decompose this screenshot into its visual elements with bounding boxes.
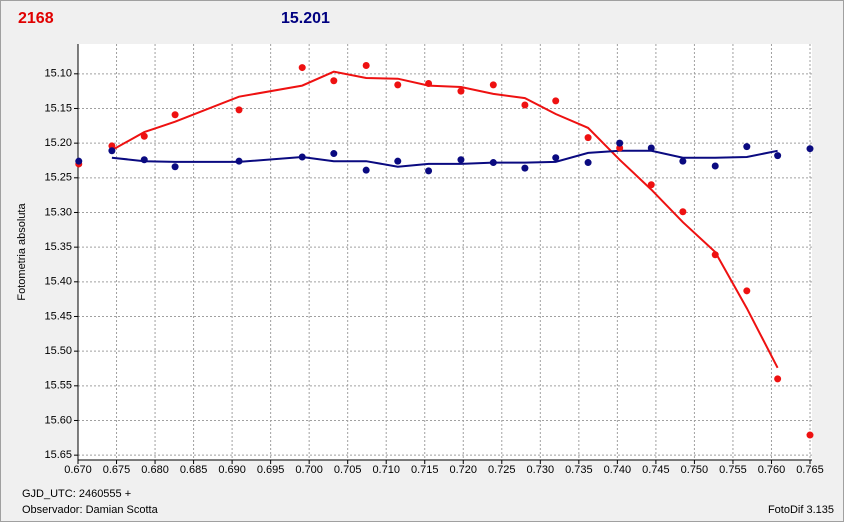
- data-point: [552, 154, 560, 162]
- footer-text: GJD_UTC: 2460555 +: [22, 488, 131, 500]
- series-line: [111, 149, 778, 168]
- data-point: [743, 143, 751, 151]
- x-tick-label: 0.740: [604, 464, 632, 476]
- data-point: [457, 156, 465, 164]
- data-point: [806, 431, 814, 439]
- x-tick-label: 0.695: [257, 464, 285, 476]
- x-tick-label: 0.755: [719, 464, 747, 476]
- y-tick-label: 15.30: [44, 206, 72, 218]
- data-point: [330, 150, 338, 158]
- x-tick-label: 0.725: [488, 464, 516, 476]
- x-tick-label: 0.675: [103, 464, 131, 476]
- data-point: [711, 251, 719, 259]
- x-tick-label: 0.715: [411, 464, 439, 476]
- data-point: [140, 156, 148, 164]
- data-point: [457, 87, 465, 95]
- data-point: [743, 287, 751, 295]
- data-point: [75, 157, 83, 165]
- chart-subtitle: 15.201: [281, 10, 330, 27]
- data-point: [552, 97, 560, 105]
- chart-title: 2168: [18, 10, 54, 27]
- x-tick-label: 0.705: [334, 464, 362, 476]
- footer-text: FotoDif 3.135: [768, 504, 834, 516]
- data-point: [394, 81, 402, 89]
- y-tick-label: 15.45: [44, 310, 72, 322]
- data-point: [330, 77, 338, 85]
- data-point: [362, 166, 370, 174]
- data-point: [425, 80, 433, 88]
- y-tick-label: 15.15: [44, 102, 72, 114]
- data-point: [711, 162, 719, 170]
- data-point: [521, 164, 529, 172]
- y-tick-label: 15.25: [44, 172, 72, 184]
- x-tick-label: 0.760: [758, 464, 786, 476]
- data-point: [235, 157, 243, 165]
- y-tick-label: 15.35: [44, 241, 72, 253]
- data-point: [489, 81, 497, 89]
- data-point: [774, 375, 782, 383]
- data-point: [806, 145, 814, 153]
- y-tick-label: 15.20: [44, 137, 72, 149]
- data-point: [362, 61, 370, 69]
- x-tick-label: 0.690: [218, 464, 246, 476]
- x-tick-label: 0.750: [681, 464, 709, 476]
- y-tick-label: 15.55: [44, 380, 72, 392]
- x-tick-label: 0.745: [642, 464, 670, 476]
- x-tick-label: 0.685: [180, 464, 208, 476]
- data-point: [108, 147, 116, 155]
- data-point: [521, 101, 529, 109]
- x-tick-label: 0.700: [295, 464, 323, 476]
- footer-text: Observador: Damian Scotta: [22, 504, 159, 516]
- y-axis-label: Fotometria absoluta: [16, 203, 28, 301]
- x-tick-label: 0.710: [372, 464, 400, 476]
- data-point: [679, 157, 687, 165]
- data-point: [108, 142, 116, 150]
- y-tick-label: 15.60: [44, 414, 72, 426]
- series-line: [111, 70, 779, 369]
- data-point: [394, 157, 402, 165]
- y-tick-label: 15.50: [44, 345, 72, 357]
- data-point: [298, 64, 306, 72]
- data-point: [425, 167, 433, 175]
- x-tick-label: 0.765: [796, 464, 824, 476]
- data-point: [647, 181, 655, 189]
- y-tick-label: 15.65: [44, 449, 72, 461]
- x-tick-label: 0.730: [527, 464, 555, 476]
- data-point: [647, 144, 655, 152]
- y-tick-label: 15.10: [44, 68, 72, 80]
- data-point: [235, 106, 243, 114]
- data-point: [616, 144, 624, 152]
- x-tick-label: 0.735: [565, 464, 593, 476]
- data-point: [171, 163, 179, 171]
- data-point: [171, 111, 179, 119]
- x-tick-label: 0.720: [449, 464, 477, 476]
- data-point: [679, 208, 687, 216]
- y-tick-label: 15.40: [44, 276, 72, 288]
- x-tick-label: 0.680: [141, 464, 169, 476]
- plot-area: [78, 44, 812, 460]
- data-point: [774, 152, 782, 160]
- x-tick-label: 0.670: [64, 464, 92, 476]
- data-point: [584, 134, 592, 142]
- data-point: [298, 153, 306, 161]
- data-point: [584, 159, 592, 167]
- data-point: [616, 139, 624, 147]
- data-point: [489, 159, 497, 167]
- data-point: [140, 132, 148, 140]
